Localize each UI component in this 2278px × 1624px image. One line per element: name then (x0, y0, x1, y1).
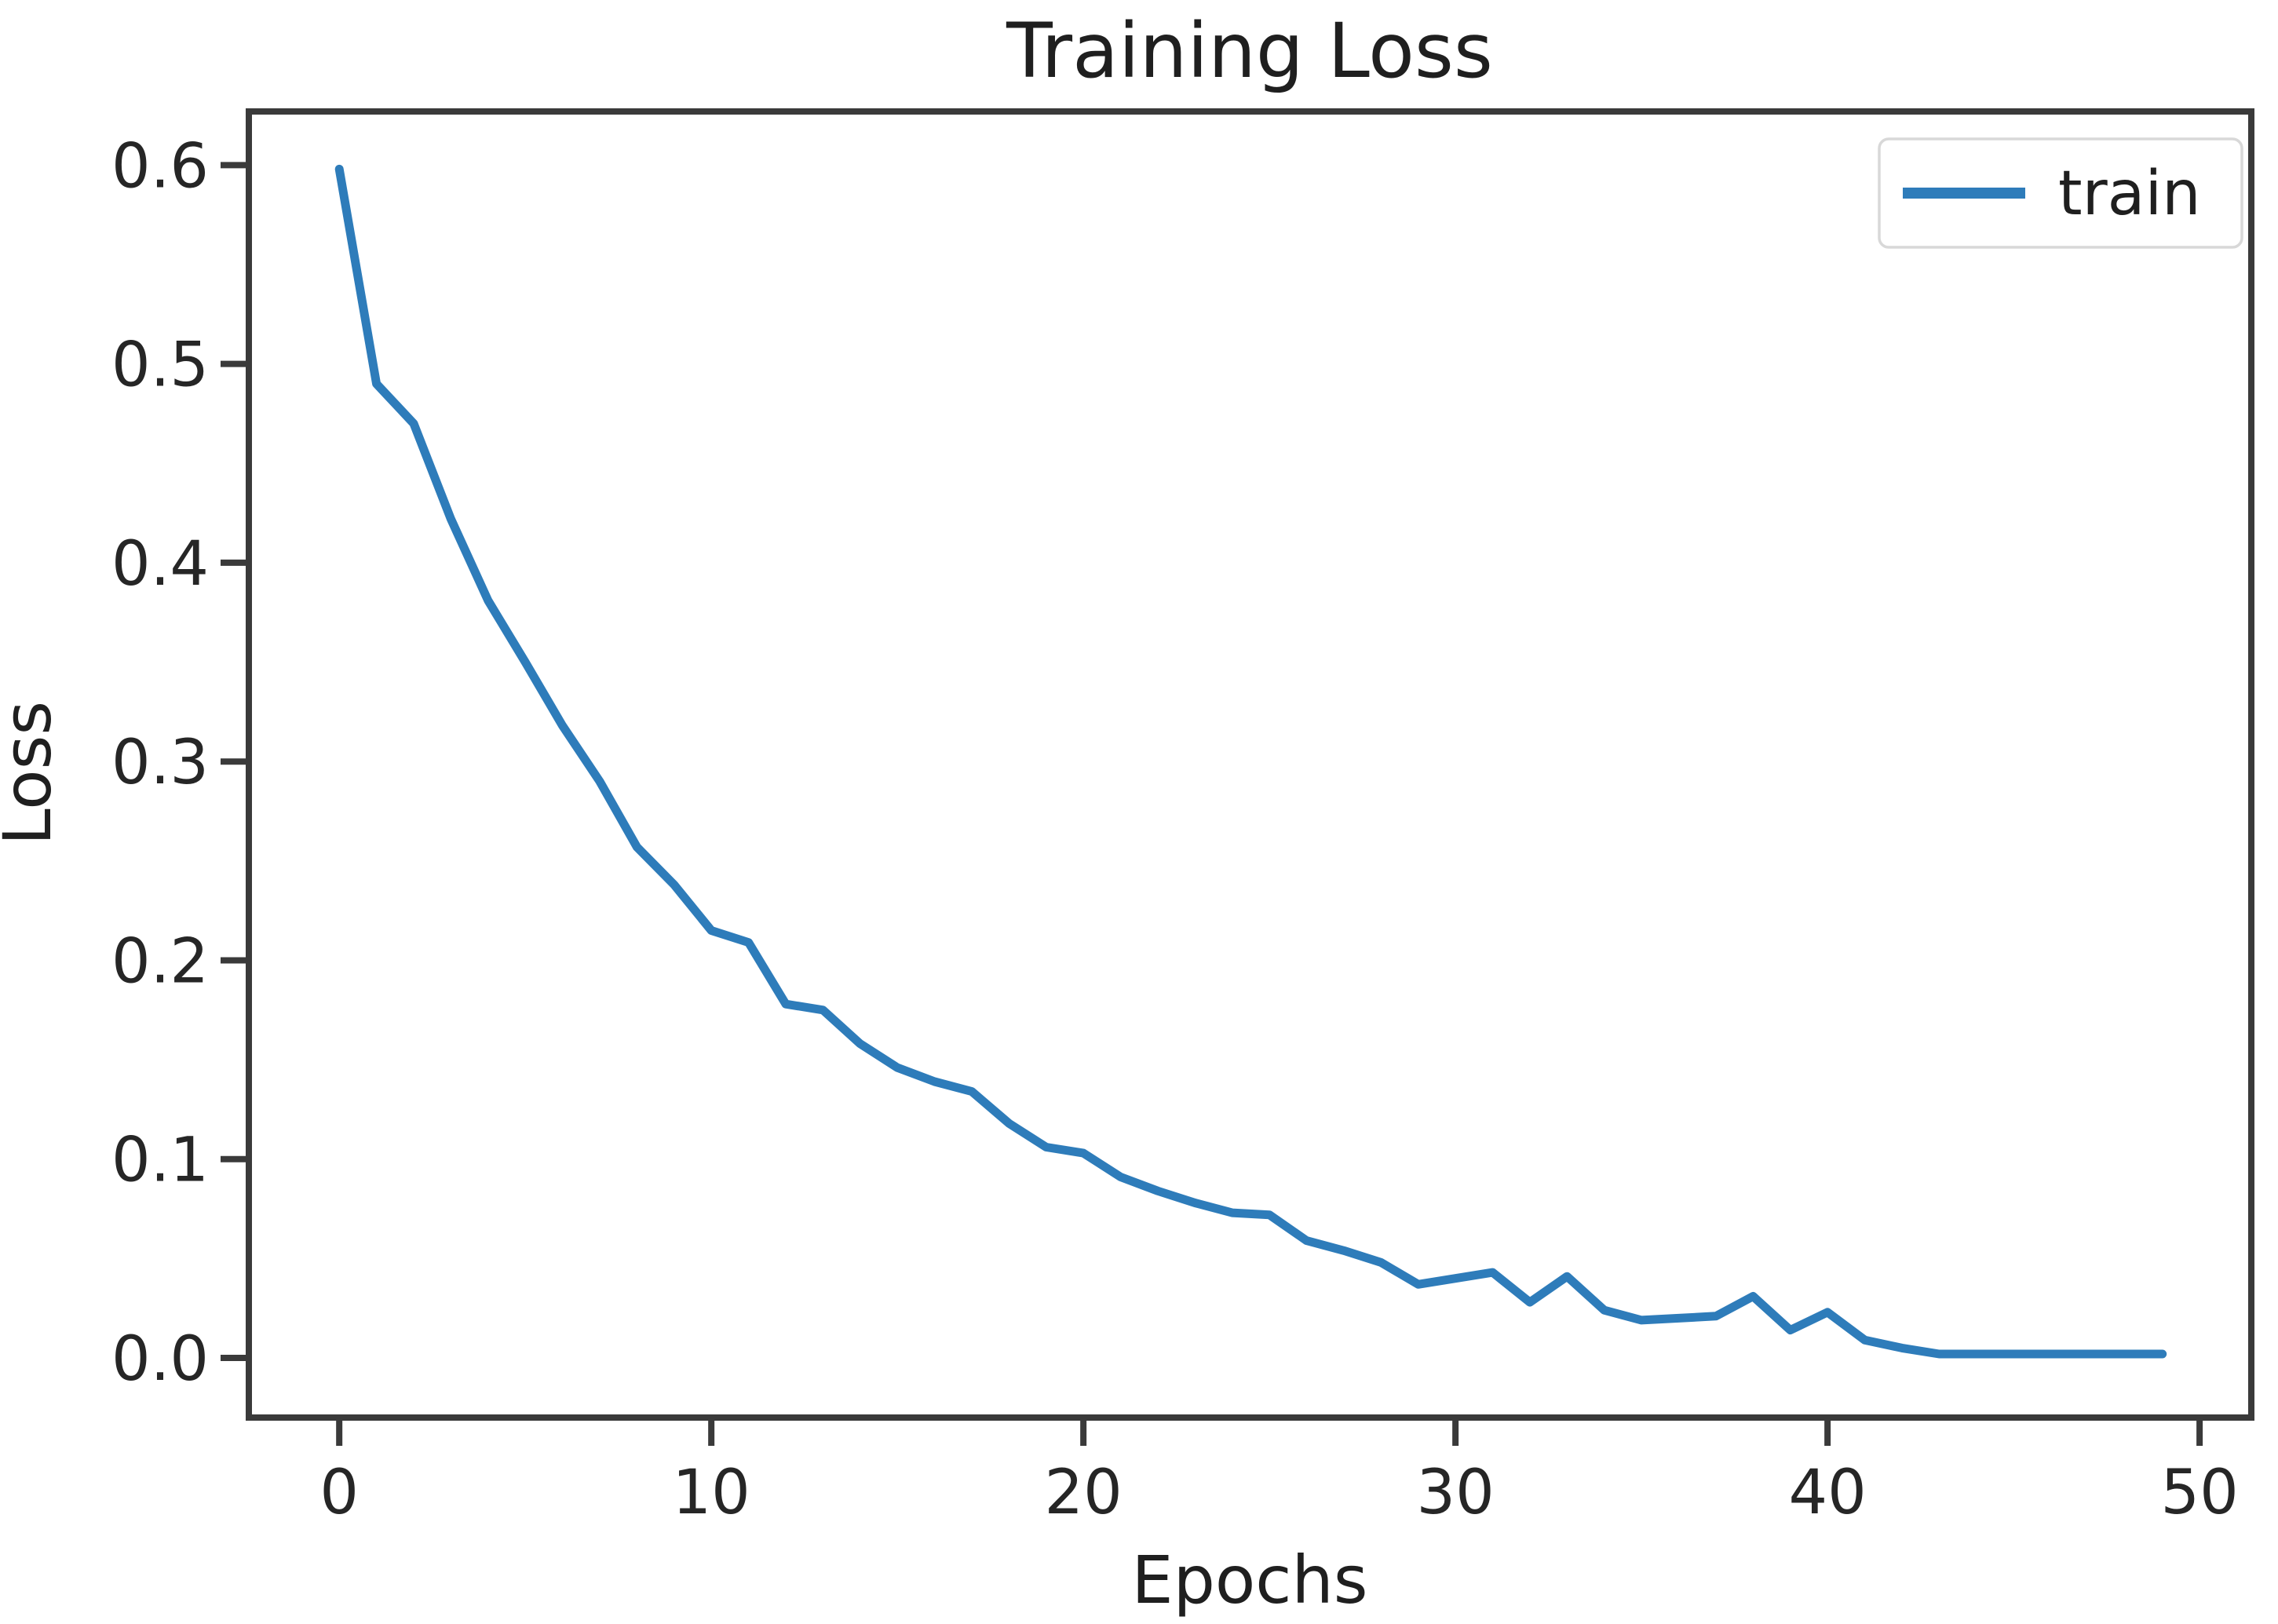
x-axis-ticks (336, 1421, 2203, 1446)
legend-box (1878, 137, 2243, 249)
chart-title: Training Loss (1006, 7, 1493, 95)
y-tick-label-0.5: 0.5 (111, 330, 209, 401)
y-tick-label-0.2: 0.2 (111, 926, 209, 997)
legend: train (1878, 137, 2243, 249)
x-axis-label: Epochs (1132, 1542, 1368, 1619)
x-tick-label-20: 20 (1045, 1458, 1123, 1528)
y-tick-label-0.6: 0.6 (111, 131, 209, 202)
y-axis-ticks (221, 162, 246, 1362)
x-tick-label-30: 30 (1417, 1458, 1495, 1528)
plot-frame (246, 108, 2254, 1421)
y-tick-label-0.3: 0.3 (111, 728, 209, 798)
y-tick-label-0.4: 0.4 (111, 529, 209, 600)
train-loss-line (334, 164, 2167, 1359)
x-axis-tick-labels: 0 10 20 30 40 50 (319, 1458, 2238, 1528)
y-axis-label: Loss (0, 701, 66, 845)
x-tick-label-0: 0 (319, 1458, 359, 1528)
x-tick-label-10: 10 (673, 1458, 750, 1528)
x-tick-label-50: 50 (2160, 1458, 2238, 1528)
legend-entry-train: train (2058, 159, 2201, 229)
y-tick-label-0.0: 0.0 (111, 1324, 209, 1395)
series-line-train (334, 164, 2167, 1359)
x-tick-label-40: 40 (1788, 1458, 1866, 1528)
y-tick-label-0.1: 0.1 (111, 1126, 209, 1196)
y-axis-tick-labels: 0.0 0.1 0.2 0.3 0.4 0.5 0.6 (111, 131, 209, 1395)
